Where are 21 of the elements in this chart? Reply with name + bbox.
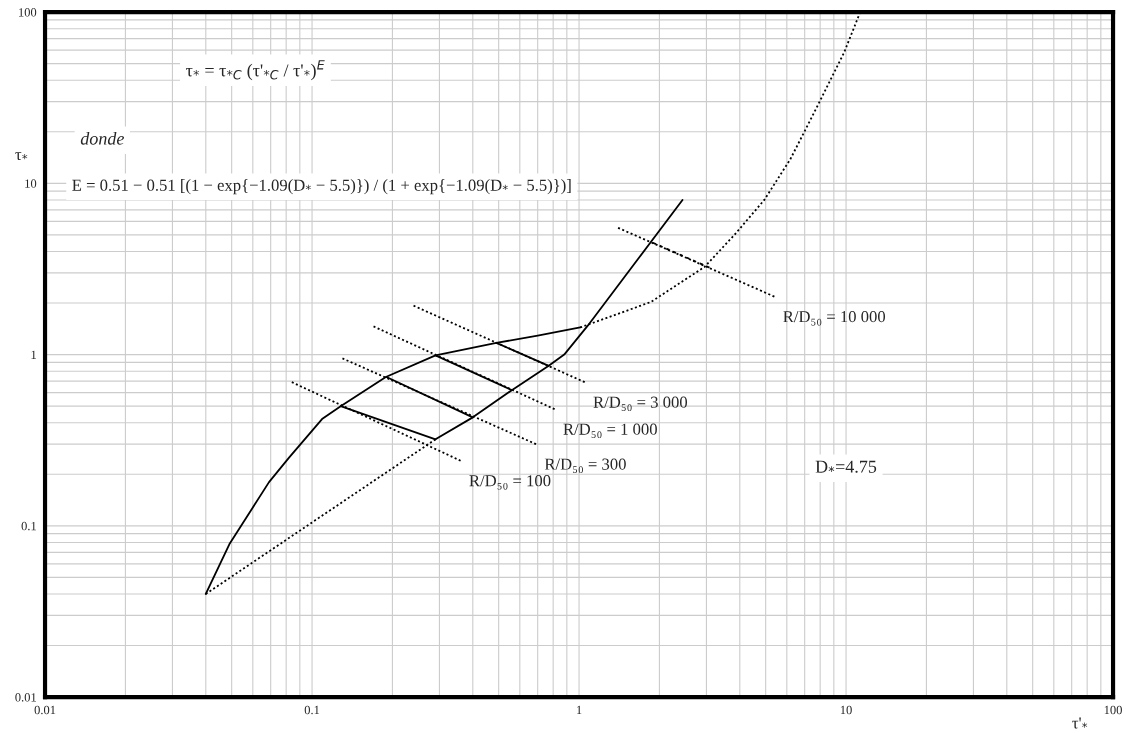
- y-tick-label: 100: [19, 8, 37, 17]
- y-tick-label: 10: [25, 179, 37, 188]
- annotation: R/D₅₀ = 100: [469, 475, 551, 490]
- y-tick-label: 0.1: [21, 521, 36, 531]
- x-tick-label: 10: [840, 705, 852, 715]
- x-tick-label: 0.1: [304, 705, 320, 715]
- annotation: donde: [80, 132, 124, 145]
- annotation: E = 0.51 − 0.51 [(1 − exp{−1.09(D$_{*}$ − 5.5)}) / (1 + exp{−1.09(D$_{*}$ − 5.5)})]: [72, 179, 571, 195]
- y-axis-title: τ$_{*}$: [15, 152, 28, 161]
- annotation: R/D₅₀ = 10 000: [783, 311, 886, 326]
- x-tick-label: 1: [577, 705, 582, 715]
- y-tick-label: 0.01: [15, 693, 36, 702]
- x-tick-label: 100: [1104, 705, 1122, 715]
- text: τ$_{*}$ = τ$_{*C}$ (τ'$_{*C}$ / τ'$_{*}$)$^{E}$: [186, 60, 325, 81]
- annotation: R/D₅₀ = 1 000: [563, 423, 657, 439]
- annotation: D$_{*}$=4.75: [815, 460, 877, 473]
- annotation: R/D₅₀ = 300: [544, 458, 626, 474]
- x-tick-label: 0.01: [34, 705, 56, 715]
- y-tick-label: 1: [31, 350, 36, 359]
- x-axis-title: τ'$_{*}$: [1072, 717, 1088, 729]
- annotation: R/D₅₀ = 3 000: [593, 396, 688, 412]
